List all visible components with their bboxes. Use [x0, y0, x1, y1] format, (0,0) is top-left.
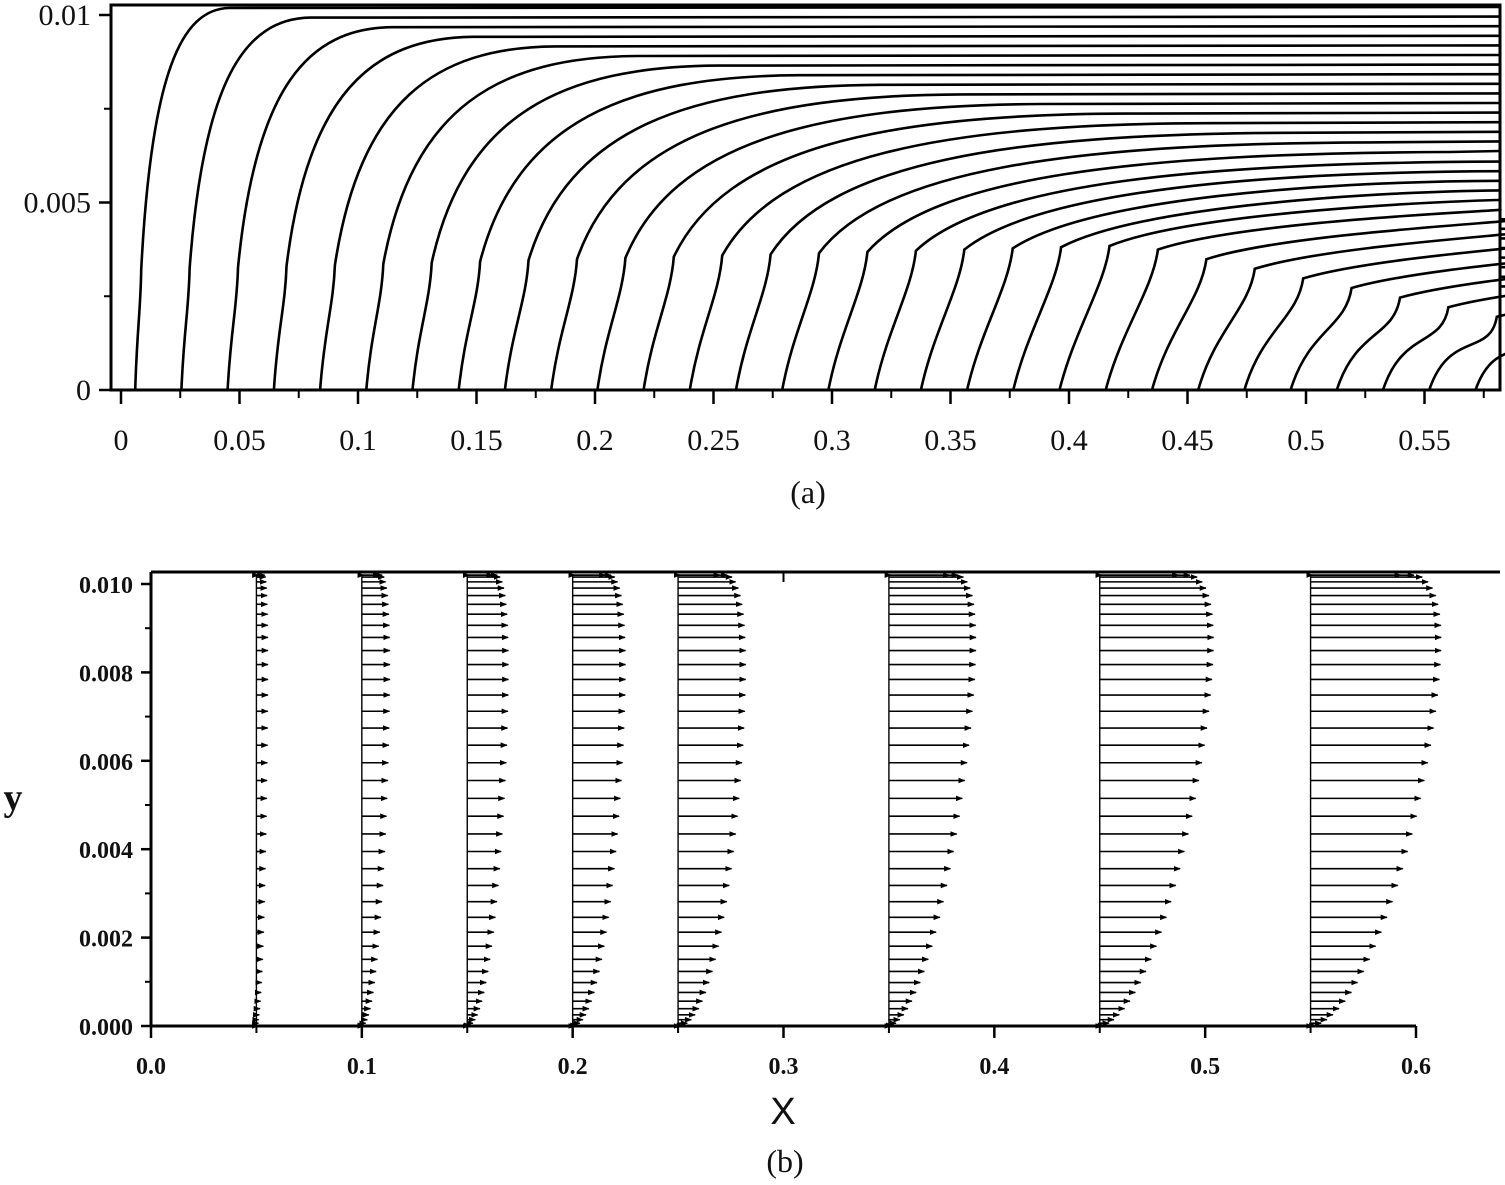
a-stream-line [272, 34, 1501, 391]
a-x-tick-label: 0.5 [1287, 424, 1325, 457]
a-stream-line [1243, 237, 1505, 391]
panel-a-ticks: 0 0.05 0.1 0.15 0.2 0.25 0.3 0.35 0.4 0.45 0.5 0.55… [24, 0, 1485, 457]
a-stream-lines [133, 5, 1505, 391]
a-y-tick-label: 0.01 [39, 0, 92, 32]
a-x-tick-label: 0.05 [213, 424, 266, 457]
a-y-tick-label: 0.005 [24, 187, 92, 220]
a-stream-line [365, 53, 1501, 391]
a-stream-line [1104, 208, 1502, 391]
a-x-tick-label: 0.55 [1398, 424, 1451, 457]
b-y-tick-label: 0.004 [79, 838, 133, 864]
b-y-tick-label: 0.008 [79, 661, 133, 687]
a-stream-line [780, 140, 1501, 391]
a-stream-line [1150, 217, 1505, 391]
b-x-tick-label: 0.5 [1190, 1054, 1220, 1080]
b-profile [357, 572, 391, 1029]
panel-a-caption: (a) [790, 474, 826, 510]
a-stream-line [1381, 265, 1505, 391]
a-x-tick-label: 0.25 [687, 424, 740, 457]
b-y-tick-label: 0.006 [79, 750, 133, 776]
a-stream-line [596, 101, 1501, 391]
panel-a-frame [109, 3, 1502, 392]
a-stream-line [411, 63, 1501, 391]
a-x-tick-label: 0.3 [813, 424, 851, 457]
a-stream-line [133, 5, 1501, 391]
a-stream-line [965, 179, 1501, 391]
b-x-tick-label: 0.3 [769, 1054, 799, 1080]
a-stream-line [318, 44, 1501, 391]
b-x-tick-label: 0.2 [558, 1054, 588, 1080]
a-stream-line [1289, 246, 1505, 391]
a-stream-line [1196, 227, 1505, 391]
a-x-tick-label: 0.4 [1050, 424, 1088, 457]
b-profile [462, 572, 510, 1029]
a-x-tick-label: 0.45 [1161, 424, 1214, 457]
a-x-tick-label: 0.2 [576, 424, 614, 457]
a-stream-line [642, 111, 1501, 391]
a-stream-line [873, 160, 1501, 391]
a-stream-line [734, 130, 1501, 391]
b-x-tick-label: 0.6 [1401, 1054, 1431, 1080]
panel-a: 0 0.05 0.1 0.15 0.2 0.25 0.3 0.35 0.4 0.45 0.5 0.55… [24, 0, 1505, 510]
b-profile [1095, 572, 1215, 1029]
panel-b-caption: (b) [766, 1143, 803, 1179]
b-profile [568, 572, 627, 1029]
a-x-tick-label: 0 [114, 424, 129, 457]
b-velocity-profiles [252, 572, 1442, 1029]
a-stream-line [919, 169, 1501, 391]
a-stream-line [1335, 256, 1505, 391]
b-profile [884, 572, 977, 1029]
a-stream-line [226, 24, 1501, 391]
a-y-tick-label: 0 [76, 374, 91, 407]
b-y-tick-label: 0.000 [79, 1015, 133, 1041]
b-y-tick-label: 0.010 [79, 573, 133, 599]
a-stream-line [1058, 198, 1501, 391]
a-x-tick-label: 0.1 [339, 424, 377, 457]
panel-b-ticks: 0.0 0.1 0.2 0.3 0.4 0.5 0.6 0.000 0.002 0.004 0.00… [79, 572, 1431, 1080]
a-stream-line [1012, 189, 1501, 391]
a-stream-line [549, 92, 1501, 391]
b-y-tick-label: 0.002 [79, 927, 133, 953]
a-x-tick-label: 0.35 [924, 424, 977, 457]
a-stream-line [688, 120, 1501, 391]
b-profile [673, 572, 747, 1029]
b-x-tick-label: 0.0 [136, 1054, 166, 1080]
a-stream-line [457, 72, 1501, 391]
a-x-tick-label: 0.15 [450, 424, 503, 457]
b-x-tick-label: 0.1 [347, 1054, 377, 1080]
a-stream-line [180, 15, 1501, 391]
panel-b-y-label: y [4, 777, 23, 819]
a-stream-line [827, 149, 1501, 391]
a-stream-line [503, 82, 1501, 391]
panel-b: 0.0 0.1 0.2 0.3 0.4 0.5 0.6 0.000 0.002 0.004 0.00… [4, 570, 1500, 1179]
panel-b-x-label: X [770, 1091, 795, 1133]
a-stream-line [1427, 275, 1505, 391]
b-profile [252, 572, 269, 1029]
b-x-tick-label: 0.4 [979, 1054, 1009, 1080]
b-profile [1306, 572, 1442, 1029]
